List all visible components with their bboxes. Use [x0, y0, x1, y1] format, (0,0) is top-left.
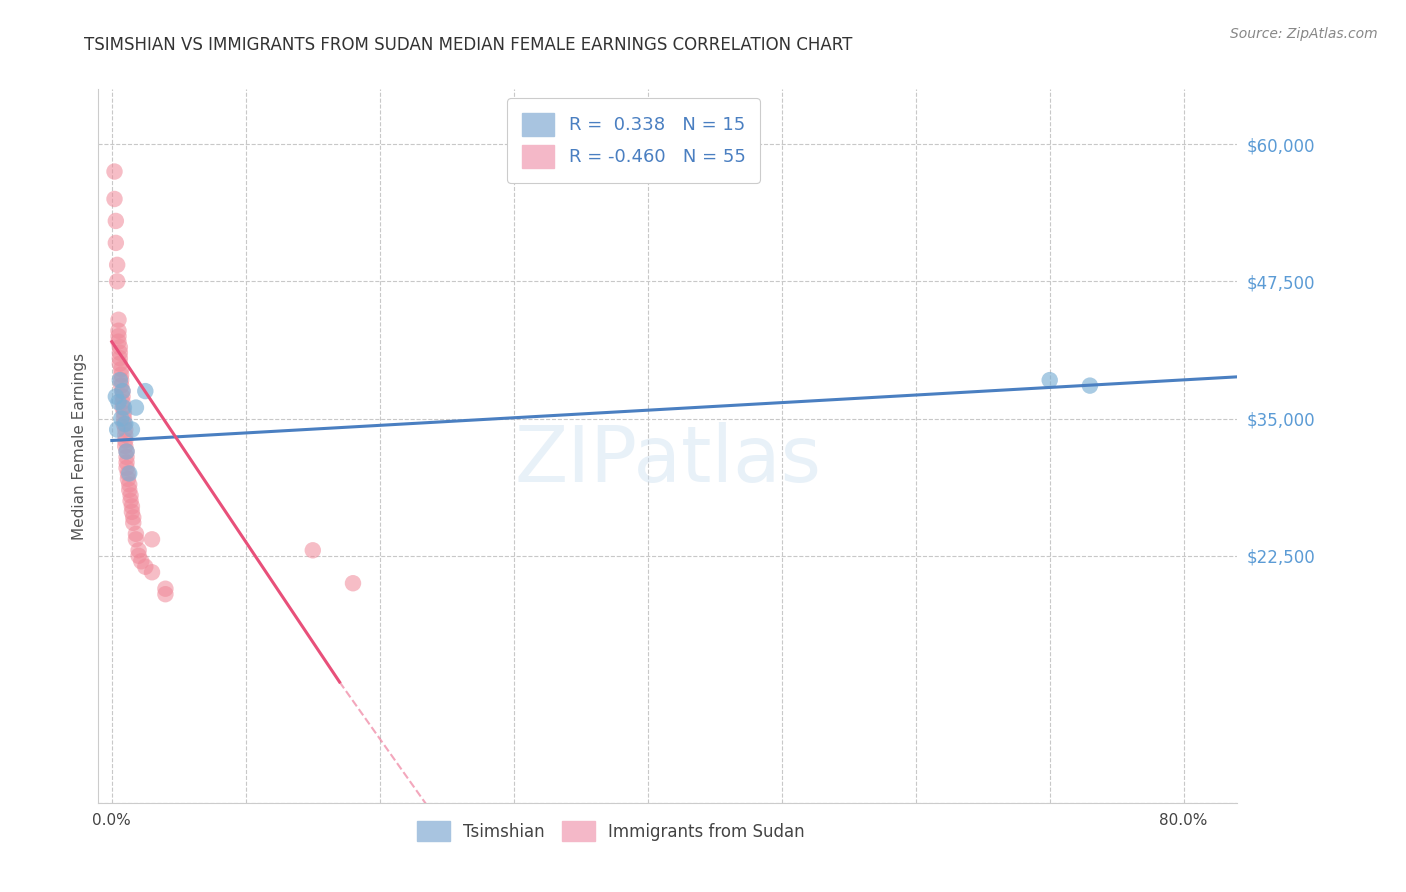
- Point: [121, 500, 143, 514]
- Point: [115, 461, 138, 475]
- Point: [114, 417, 136, 431]
- Point: [105, 274, 128, 288]
- Point: [107, 334, 129, 349]
- Point: [155, 582, 177, 596]
- Point: [110, 411, 132, 425]
- Point: [117, 472, 139, 486]
- Point: [121, 423, 143, 437]
- Point: [108, 357, 131, 371]
- Point: [121, 505, 143, 519]
- Point: [108, 340, 131, 354]
- Point: [108, 351, 131, 366]
- Point: [107, 324, 129, 338]
- Point: [1039, 373, 1062, 387]
- Point: [110, 368, 132, 382]
- Point: [115, 444, 138, 458]
- Point: [110, 373, 132, 387]
- Point: [141, 533, 163, 547]
- Point: [1078, 378, 1101, 392]
- Point: [122, 516, 145, 530]
- Point: [120, 494, 142, 508]
- Point: [155, 587, 177, 601]
- Point: [105, 423, 128, 437]
- Point: [125, 401, 148, 415]
- Point: [111, 395, 134, 409]
- Point: [128, 549, 150, 563]
- Point: [103, 164, 125, 178]
- Text: ZIPatlas: ZIPatlas: [515, 422, 821, 499]
- Point: [125, 533, 148, 547]
- Point: [134, 559, 156, 574]
- Point: [128, 543, 150, 558]
- Point: [104, 390, 127, 404]
- Point: [115, 455, 138, 469]
- Point: [110, 362, 132, 376]
- Point: [104, 235, 127, 250]
- Point: [117, 467, 139, 481]
- Point: [118, 477, 141, 491]
- Point: [107, 395, 129, 409]
- Point: [112, 417, 135, 431]
- Point: [122, 510, 145, 524]
- Point: [112, 411, 135, 425]
- Point: [103, 192, 125, 206]
- Point: [105, 258, 128, 272]
- Point: [114, 428, 136, 442]
- Y-axis label: Median Female Earnings: Median Female Earnings: [72, 352, 87, 540]
- Point: [114, 423, 136, 437]
- Point: [107, 329, 129, 343]
- Point: [141, 566, 163, 580]
- Point: [112, 406, 135, 420]
- Point: [115, 444, 138, 458]
- Point: [120, 488, 142, 502]
- Point: [134, 384, 156, 398]
- Point: [301, 543, 323, 558]
- Point: [112, 401, 135, 415]
- Point: [111, 384, 134, 398]
- Point: [107, 312, 129, 326]
- Point: [114, 434, 136, 448]
- Text: Source: ZipAtlas.com: Source: ZipAtlas.com: [1230, 27, 1378, 41]
- Point: [108, 345, 131, 359]
- Point: [129, 554, 152, 568]
- Point: [118, 483, 141, 497]
- Point: [115, 450, 138, 464]
- Point: [108, 373, 131, 387]
- Point: [111, 401, 134, 415]
- Legend: Tsimshian, Immigrants from Sudan: Tsimshian, Immigrants from Sudan: [411, 814, 811, 848]
- Point: [342, 576, 364, 591]
- Point: [118, 467, 141, 481]
- Text: TSIMSHIAN VS IMMIGRANTS FROM SUDAN MEDIAN FEMALE EARNINGS CORRELATION CHART: TSIMSHIAN VS IMMIGRANTS FROM SUDAN MEDIA…: [84, 36, 852, 54]
- Point: [114, 439, 136, 453]
- Point: [125, 526, 148, 541]
- Point: [111, 390, 134, 404]
- Point: [110, 378, 132, 392]
- Point: [104, 214, 127, 228]
- Point: [111, 384, 134, 398]
